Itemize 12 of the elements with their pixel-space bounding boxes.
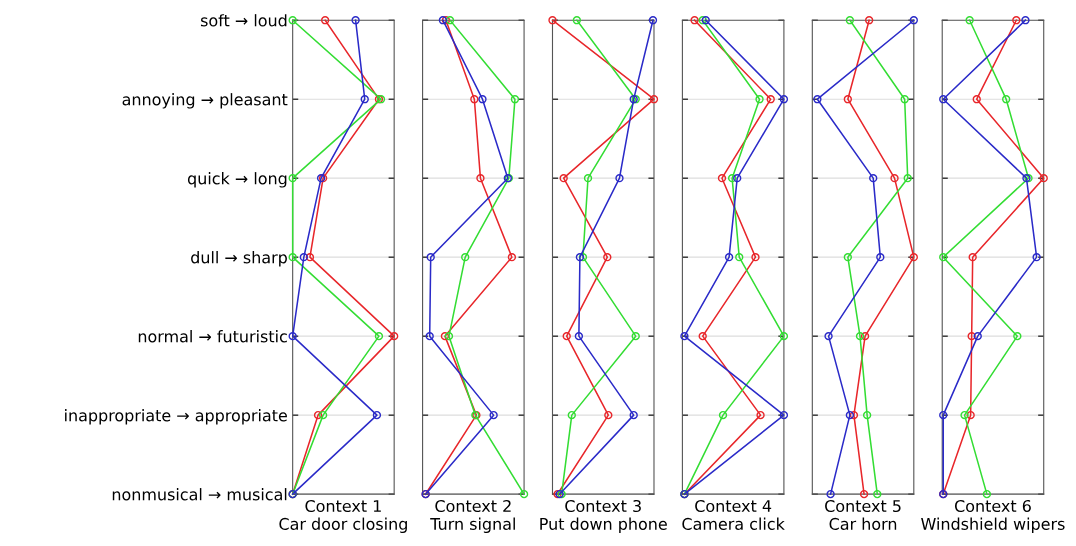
y-tick-label: nonmusical → musical [112, 488, 287, 501]
x-axis-title: Context 2 Turn signal [430, 499, 515, 534]
y-tick-label: normal → futuristic [138, 330, 287, 343]
x-axis-title: Context 4 Camera click [682, 499, 785, 530]
y-tick-label: soft → loud [200, 14, 287, 27]
x-axis-title: Context 3 Put down phone [540, 499, 667, 534]
y-tick-label: inappropriate → appropriate [65, 409, 287, 425]
y-tick-label: dull → sharp [191, 251, 287, 267]
y-tick-label: annoying → pleasant [122, 93, 288, 109]
x-axis-title: Context 6 Windshield wipers [921, 499, 1065, 534]
x-axis-title: Context 5 Car horn [825, 499, 901, 530]
y-tick-label: quick → long [187, 172, 287, 188]
